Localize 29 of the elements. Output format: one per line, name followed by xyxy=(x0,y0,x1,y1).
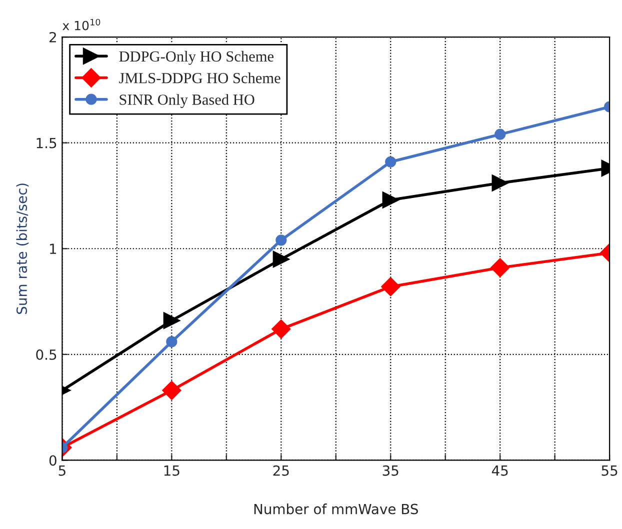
y-axis-title: Sum rate (bits/sec) xyxy=(16,184,29,314)
y-tick-label: 1 xyxy=(50,244,56,254)
x-axis-title: Number of mmWave BS xyxy=(254,504,418,514)
x-tick-label: 15 xyxy=(164,466,180,476)
point xyxy=(490,258,510,278)
point xyxy=(166,336,178,348)
legend-label: DDPG-Only HO Scheme xyxy=(119,50,274,65)
x-tick-label: 5 xyxy=(58,466,66,476)
point xyxy=(381,277,400,296)
point xyxy=(385,156,396,168)
point xyxy=(162,380,182,400)
legend-label: JMLS-DDPG HO Scheme xyxy=(119,72,280,84)
x-tick-label: 45 xyxy=(492,466,508,476)
point xyxy=(494,128,506,140)
legend-label: SINR Only Based HO xyxy=(120,94,254,108)
point xyxy=(276,234,287,246)
point xyxy=(382,192,399,208)
point xyxy=(272,250,290,268)
point xyxy=(272,320,291,339)
y-tick-label: 0.5 xyxy=(36,349,56,360)
point xyxy=(163,312,180,329)
y-tick-label: 0 xyxy=(49,455,56,466)
x-tick-label: 55 xyxy=(602,466,618,476)
point xyxy=(492,174,508,192)
text: x 10$^{10}$ xyxy=(62,18,100,30)
y-tick-label: 1.5 xyxy=(36,138,56,148)
x-tick-label: 35 xyxy=(382,465,398,476)
x-tick-label: 25 xyxy=(273,465,289,476)
y-tick-label: 2 xyxy=(50,32,56,42)
